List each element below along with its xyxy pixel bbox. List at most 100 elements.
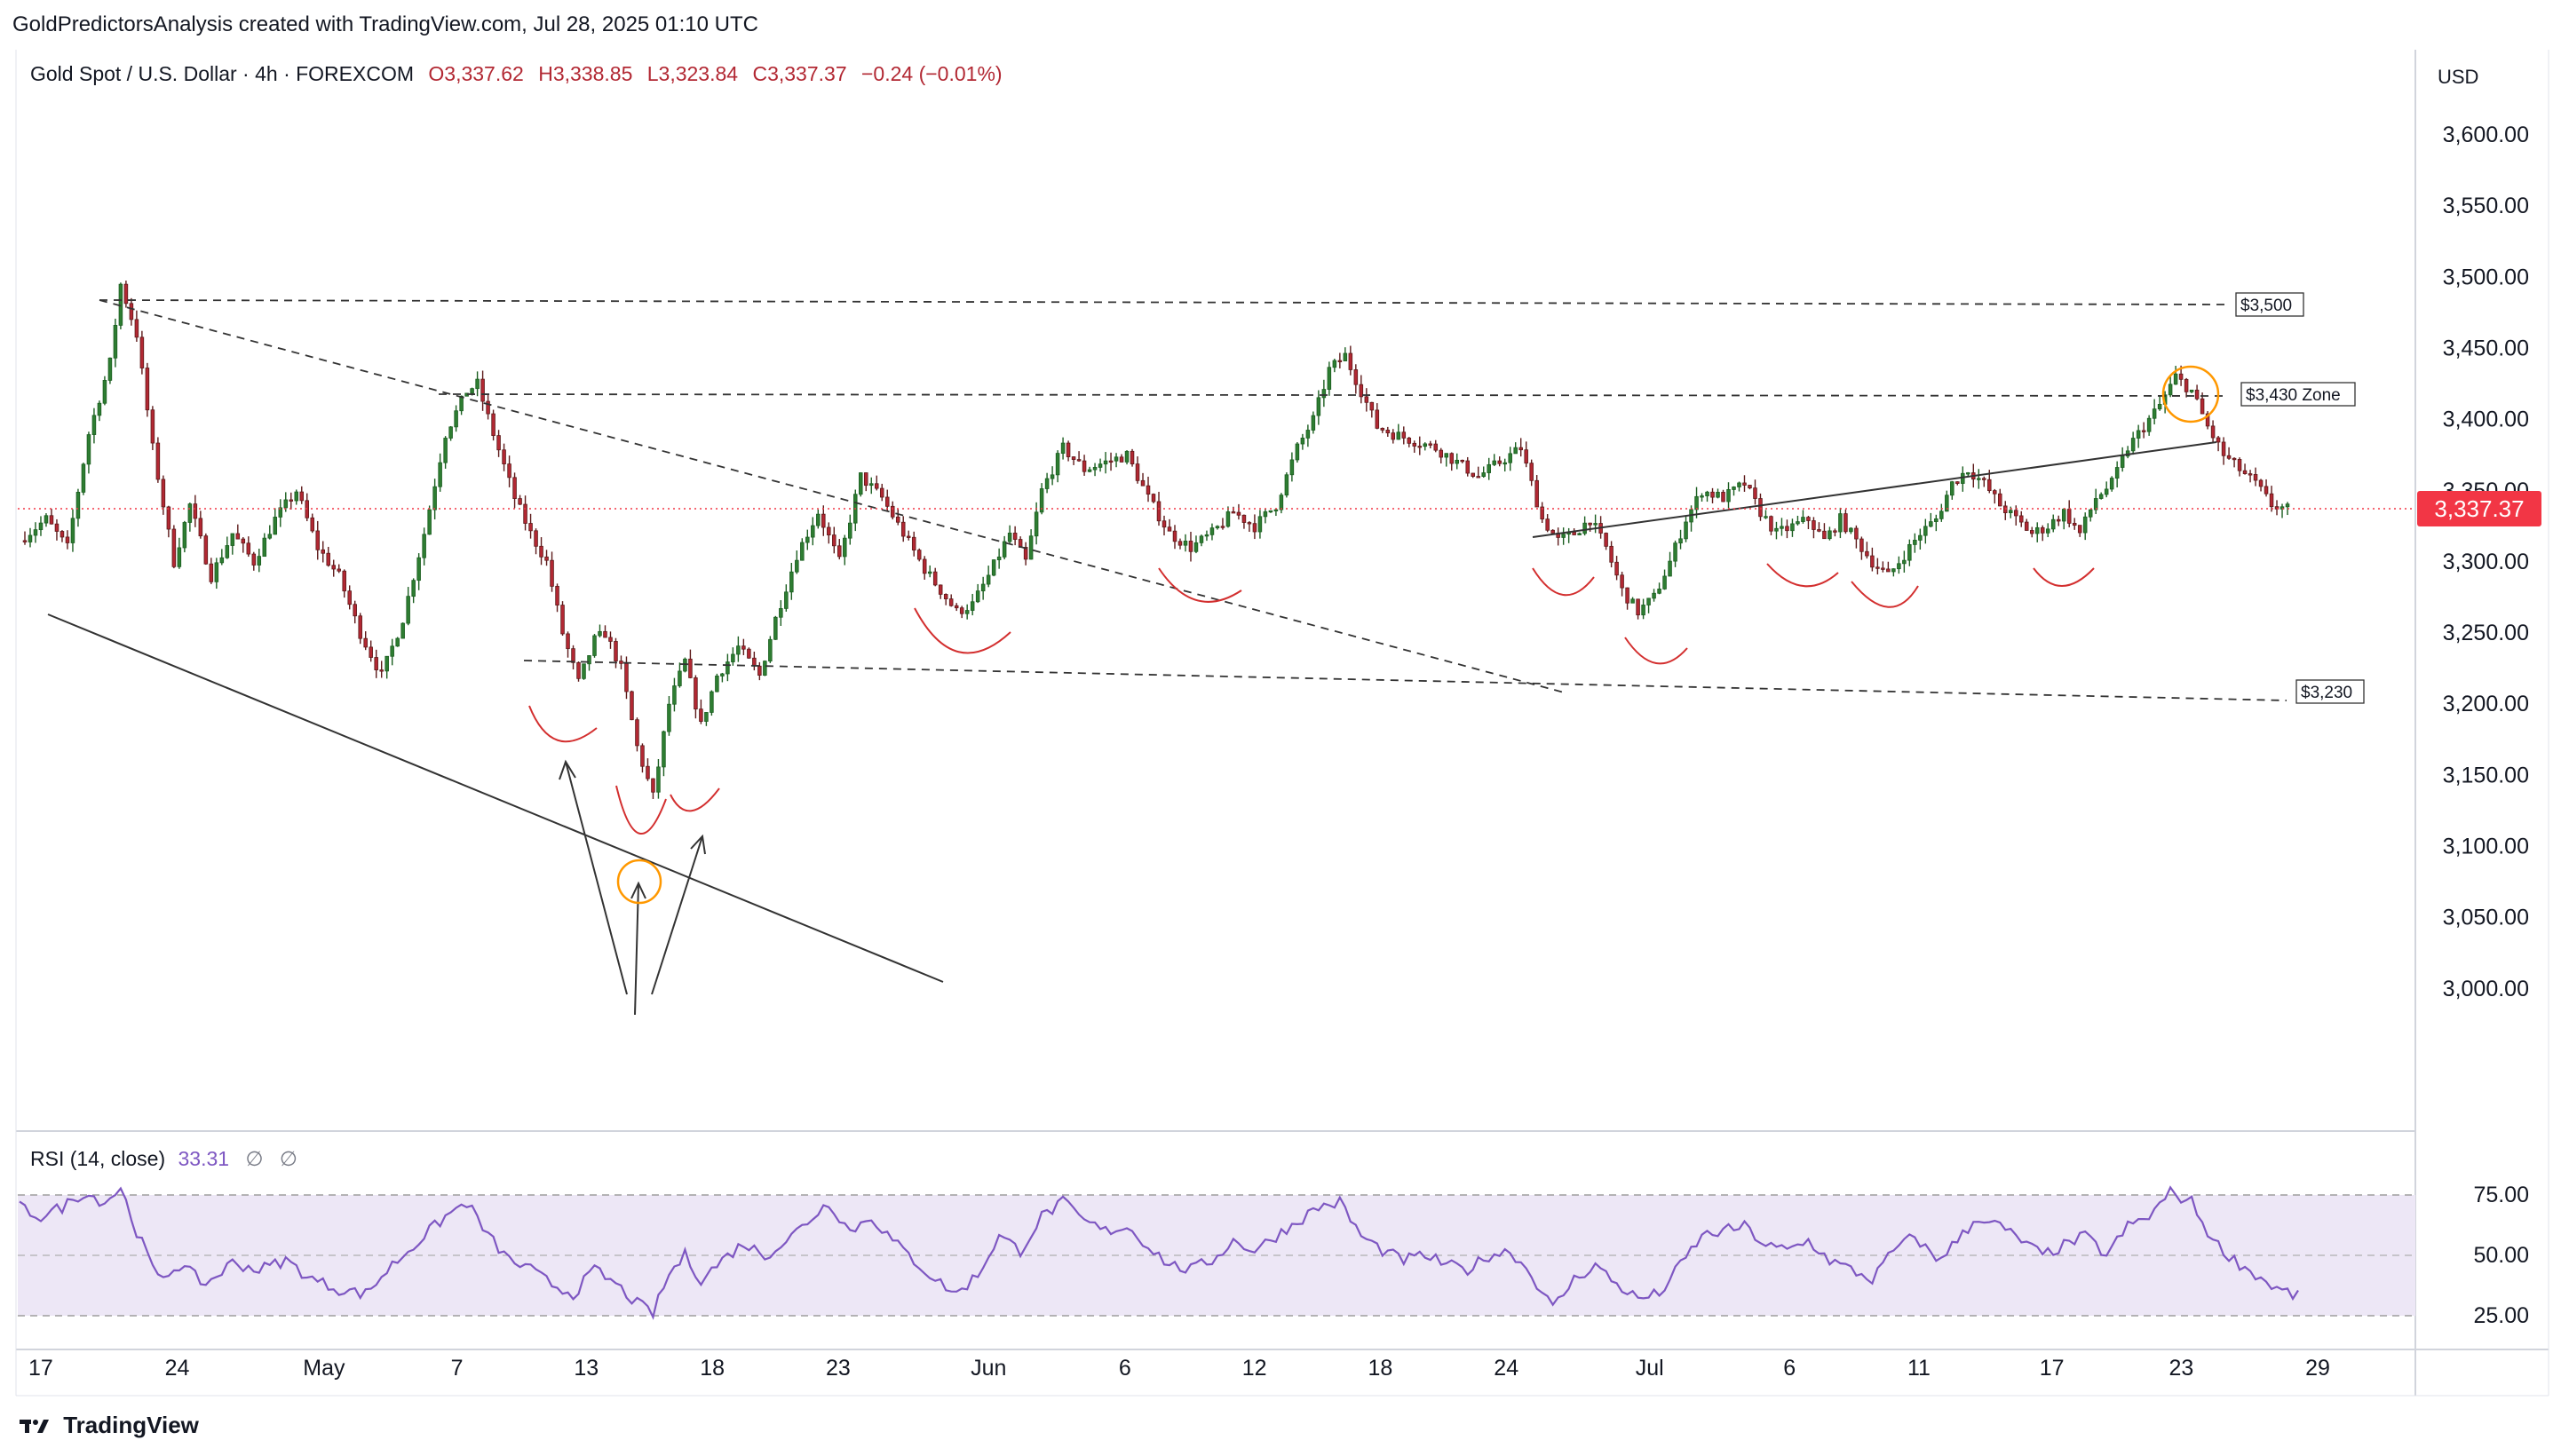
candle-body [1732, 487, 1736, 490]
candle-body [1465, 460, 1470, 474]
candle-body [874, 483, 879, 489]
tradingview-brand-label: TradingView [63, 1412, 199, 1438]
candle-body [1071, 456, 1076, 460]
candle-body [832, 534, 836, 547]
candle-body [566, 633, 570, 650]
candle-body [432, 486, 437, 510]
candle-body [1881, 567, 1885, 570]
candle-body [150, 409, 155, 444]
candle-body [1130, 450, 1135, 464]
rsi-value: 33.31 [178, 1147, 230, 1170]
candle-body [374, 657, 378, 670]
time-axis[interactable]: 17 24 May 7 13 18 23 Jun 6 12 18 24 Jul 6 11 17 23 29 [28, 1356, 2330, 1381]
candle-body [864, 472, 868, 487]
candle-body [2098, 494, 2104, 499]
candle-body [603, 630, 607, 638]
symbol-legend[interactable]: Gold Spot / U.S. Dollar · 4h · FOREXCOM … [30, 62, 1011, 86]
candle-body [321, 549, 325, 554]
candle-body [2221, 441, 2226, 456]
candle-body [1050, 474, 1055, 479]
rsi-line [19, 1185, 2299, 1320]
candle-body [1311, 415, 1316, 431]
candle-body [1391, 432, 1396, 440]
candle-body [704, 712, 709, 722]
price-axis[interactable]: 3,600.00 3,550.00 3,500.00 3,450.00 3,400.00… [2443, 123, 2529, 1001]
candle-body [2114, 467, 2120, 479]
candle-body [438, 462, 442, 487]
candle-body [38, 522, 44, 531]
candle-body [1625, 587, 1629, 604]
level-3500-label: $3,500 [2240, 297, 2292, 315]
candle-body [789, 571, 794, 593]
candle-body [630, 691, 634, 721]
candle-body [507, 463, 511, 479]
candle-body [986, 574, 991, 585]
candle-body [1353, 369, 1359, 385]
candle-body [1982, 478, 1986, 480]
candle-body [954, 605, 959, 609]
candle-body [795, 559, 799, 573]
candle-body [619, 661, 623, 664]
candle-body [1188, 541, 1193, 552]
candle-body [1177, 541, 1183, 546]
rsi-legend[interactable]: RSI (14, close) 33.31 ∅ ∅ [30, 1147, 297, 1171]
candle-body [2216, 437, 2221, 443]
ohlc-open: O3,337.62 [428, 62, 524, 85]
candle-body [1572, 531, 1576, 535]
candle-body [757, 665, 762, 676]
candle-body [859, 472, 863, 495]
candle-body [1455, 459, 1460, 464]
candle-body [2109, 478, 2114, 490]
currency-label[interactable]: USD [2438, 66, 2479, 88]
candle-body [970, 601, 975, 611]
candle-body [2178, 373, 2184, 380]
candle-body [289, 499, 294, 502]
candle-body [241, 538, 246, 544]
candle-body [2189, 389, 2194, 392]
candle-body [2066, 509, 2072, 524]
candle-body [496, 435, 501, 451]
candle-body [369, 646, 373, 658]
level-3430-label: $3,430 Zone [2246, 386, 2341, 405]
candle-body [448, 426, 453, 439]
candle-body [1849, 527, 1853, 533]
candle-body [821, 513, 826, 528]
candle-body [752, 657, 757, 667]
time-tick-label: 13 [574, 1356, 599, 1381]
candle-body [672, 685, 677, 705]
candle-body [827, 526, 831, 535]
candle-body [475, 378, 480, 390]
candle-body [1369, 401, 1375, 411]
ohlc-low: L3,323.84 [646, 62, 739, 85]
candle-body [347, 590, 352, 605]
candle-body [1588, 522, 1592, 526]
candle-body [736, 645, 741, 655]
price-tick-label: 3,150.00 [2443, 763, 2529, 787]
time-tick-label: 17 [28, 1356, 53, 1381]
candle-body [539, 545, 543, 558]
candle-body [2226, 455, 2232, 459]
candle-body [1321, 389, 1327, 399]
candle-body [1481, 472, 1486, 478]
candle-body [81, 463, 86, 493]
rsi-tick-label: 75.00 [2473, 1183, 2529, 1207]
candle-body [678, 670, 682, 686]
tradingview-brand[interactable]: TradingView [20, 1412, 199, 1441]
candle-body [1028, 535, 1034, 560]
rsi-label[interactable]: RSI (14, close) [30, 1147, 166, 1170]
candle-body [1923, 526, 1928, 536]
candle-body [1162, 520, 1167, 528]
candle-body [2264, 486, 2269, 495]
candle-body [927, 571, 932, 574]
symbol-name[interactable]: Gold Spot / U.S. Dollar · 4h · FOREXCOM [30, 62, 415, 85]
candle-body [1854, 527, 1859, 540]
candle-body [1518, 447, 1523, 451]
candle-body [1694, 495, 1699, 510]
candle-body [996, 556, 1002, 560]
candle-body [427, 509, 432, 535]
candle-body [1039, 488, 1044, 513]
candle-body [635, 719, 639, 747]
candle-body [379, 669, 384, 672]
candle-body [49, 515, 54, 525]
